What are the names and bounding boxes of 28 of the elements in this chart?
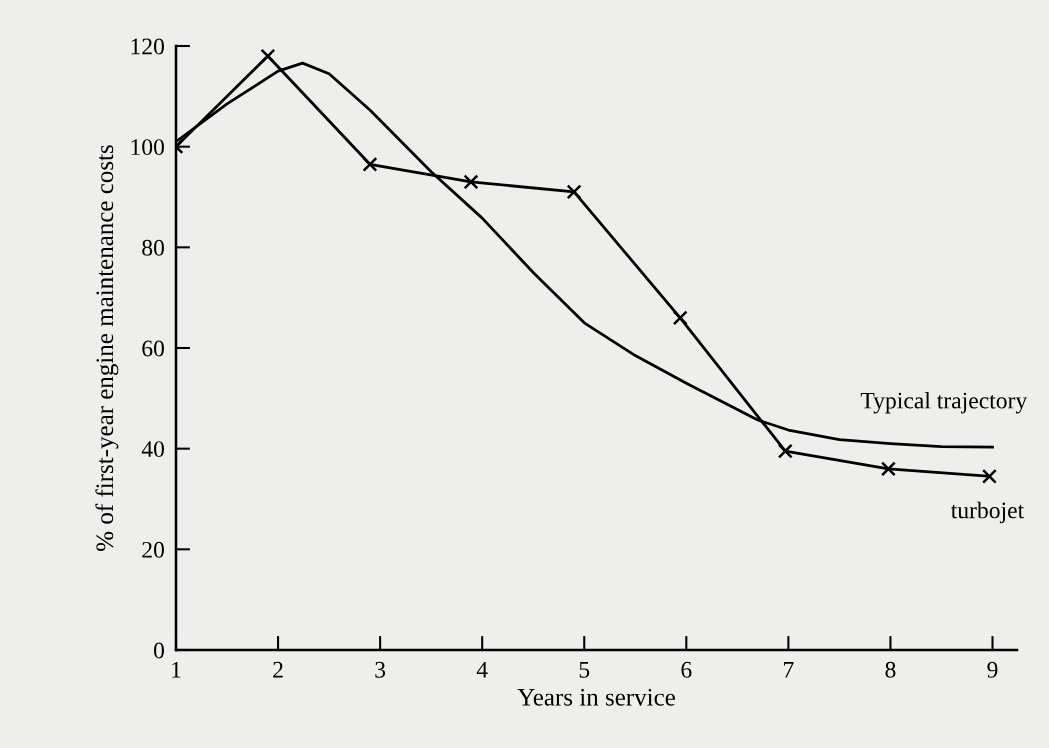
point xyxy=(777,443,793,459)
y-tick-label: 40 xyxy=(141,441,164,458)
x-tick-label: 1 xyxy=(172,661,181,678)
x-tick-label: 7 xyxy=(784,662,794,678)
x-tick-label: 9 xyxy=(987,661,998,678)
y-tick-label: 20 xyxy=(142,541,164,558)
y-tick-label: 80 xyxy=(142,239,164,256)
point xyxy=(981,468,997,484)
y-tick-label: 0 xyxy=(153,642,164,659)
y-tick-label: 60 xyxy=(142,340,164,357)
point xyxy=(362,156,378,172)
point xyxy=(566,184,582,200)
point xyxy=(880,461,896,477)
x-tick-label: 6 xyxy=(681,661,692,678)
point xyxy=(463,174,479,190)
x-axis-title: Years in service xyxy=(517,688,675,706)
x-tick-label: 3 xyxy=(375,661,386,678)
point xyxy=(260,48,276,64)
y-tick-label: 120 xyxy=(131,38,164,55)
x-tick-label: 4 xyxy=(476,661,488,678)
x-tick-label: 8 xyxy=(885,661,896,678)
y-tick-label: 100 xyxy=(131,139,164,156)
point xyxy=(672,310,688,326)
y-axis-title: % of first-year engine maintenance costs xyxy=(95,145,119,551)
x-tick-label: 5 xyxy=(579,662,590,678)
x-tick-label: 2 xyxy=(273,661,283,678)
series-label: Typical trajectory xyxy=(860,391,1028,414)
series-label: turbojet xyxy=(950,501,1025,524)
